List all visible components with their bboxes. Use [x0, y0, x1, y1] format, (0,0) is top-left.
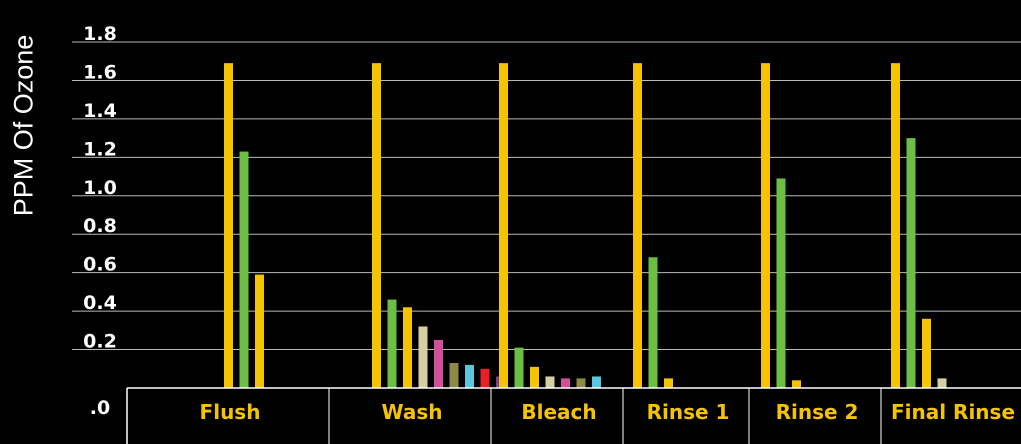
y-tick-label: 1.8: [83, 23, 117, 45]
x-category-label: Flush: [200, 400, 261, 424]
axes: [126, 387, 1021, 444]
x-category-label: Bleach: [521, 400, 596, 424]
bar: [633, 63, 642, 389]
bars: [224, 63, 947, 389]
y-tick-label: 0.2: [83, 331, 117, 353]
y-tick-label: 0.6: [83, 254, 117, 276]
bar: [664, 378, 673, 388]
bar: [891, 63, 900, 389]
bar: [514, 347, 524, 388]
bar: [576, 378, 586, 388]
y-tick-label: .0: [90, 397, 110, 419]
bar: [592, 376, 601, 388]
bar: [403, 307, 412, 388]
bar: [434, 339, 443, 388]
y-tick-label: 0.4: [83, 292, 117, 314]
bar: [418, 326, 428, 388]
bar: [906, 138, 916, 388]
gridlines: [72, 41, 1021, 351]
bar: [465, 364, 474, 388]
bar: [449, 363, 459, 388]
bar: [530, 366, 539, 388]
y-tick-label: 1.4: [83, 100, 117, 122]
bar: [480, 368, 490, 388]
bar: [776, 178, 786, 388]
x-category-label: Wash: [382, 400, 443, 424]
y-tick-label: 0.8: [83, 215, 117, 237]
x-category-label: Rinse 1: [647, 400, 730, 424]
bar: [922, 318, 931, 388]
bar: [561, 378, 570, 388]
bar: [239, 151, 249, 388]
bar: [792, 380, 801, 388]
bar: [387, 299, 397, 388]
bar: [761, 63, 770, 389]
bar: [255, 274, 264, 388]
bar: [545, 376, 555, 388]
y-tick-label: 1.2: [83, 138, 117, 160]
bar: [937, 378, 947, 388]
bar: [499, 63, 508, 389]
y-tick-label: 1.0: [83, 177, 117, 199]
x-category-label: Rinse 2: [776, 400, 859, 424]
x-category-label: Final Rinse: [891, 400, 1015, 424]
labels: .0 0.2 0.4 0.6 0.8 1.0 1.2 1.4 1.6 1.8 Flush Wash Bl…: [83, 23, 1015, 424]
bar: [372, 63, 381, 389]
y-tick-label: 1.6: [83, 61, 117, 83]
bar: [648, 257, 658, 388]
bar: [224, 63, 233, 389]
